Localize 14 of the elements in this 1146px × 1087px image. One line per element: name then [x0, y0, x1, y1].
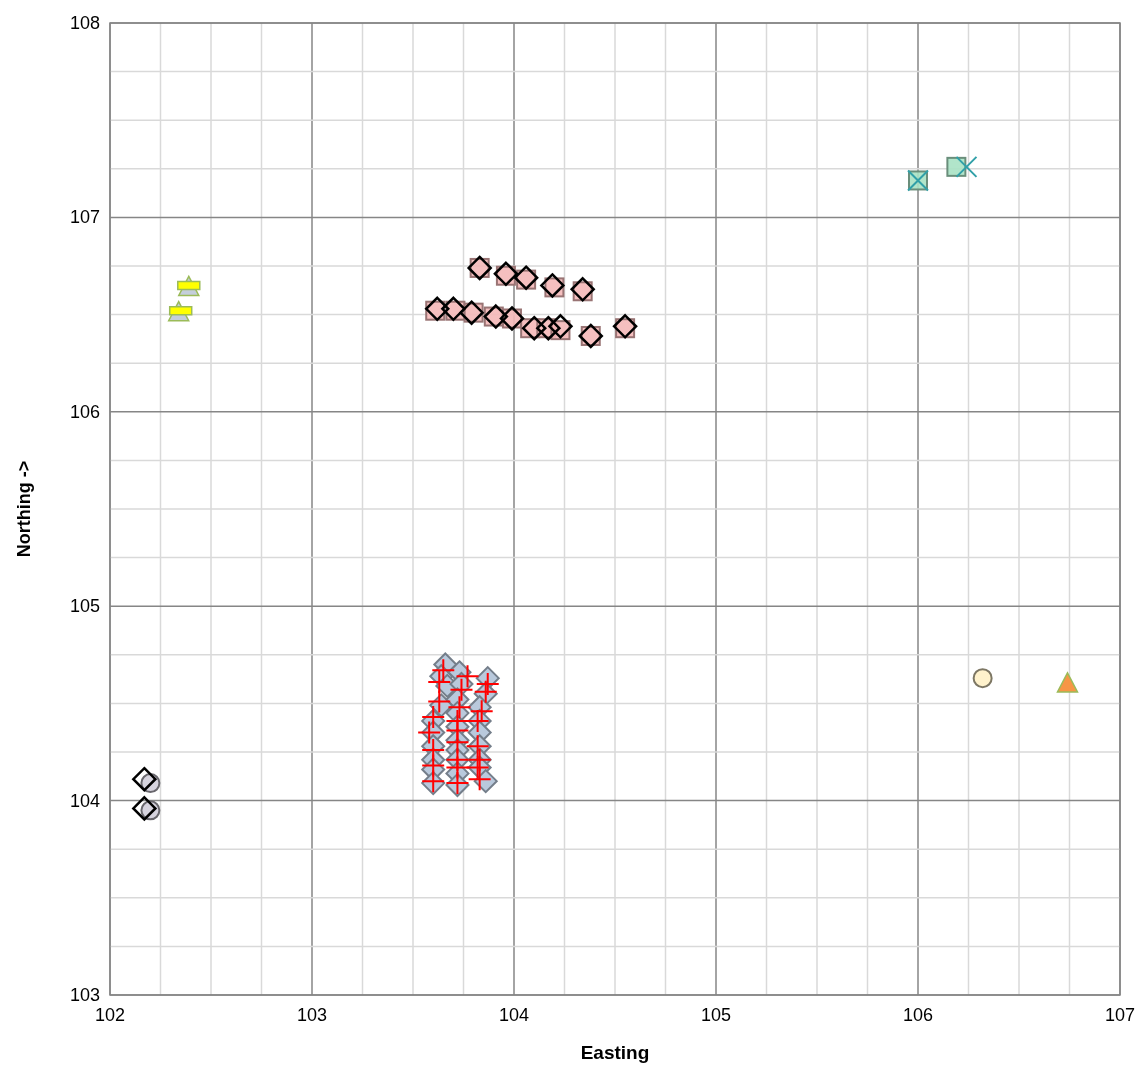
y-tick-label: 108	[69, 13, 100, 33]
y-tick-label: 107	[69, 207, 100, 228]
x-axis-title: Easting	[580, 1042, 650, 1063]
x-tick-label: 102	[94, 1005, 126, 1025]
x-tick-label: 103	[296, 1005, 328, 1025]
x-tick-label: 105	[700, 1005, 732, 1025]
x-tick-label: 106	[902, 1005, 934, 1025]
x-tick-label: 107	[1104, 1005, 1136, 1025]
y-tick-label: 104	[69, 790, 100, 811]
x-tick-label: 104	[498, 1005, 530, 1025]
y-tick-label: 103	[69, 985, 100, 1005]
y-tick-label: 105	[69, 596, 100, 617]
y-tick-label: 106	[69, 401, 100, 422]
y-axis-title: Northing ->	[14, 460, 34, 558]
